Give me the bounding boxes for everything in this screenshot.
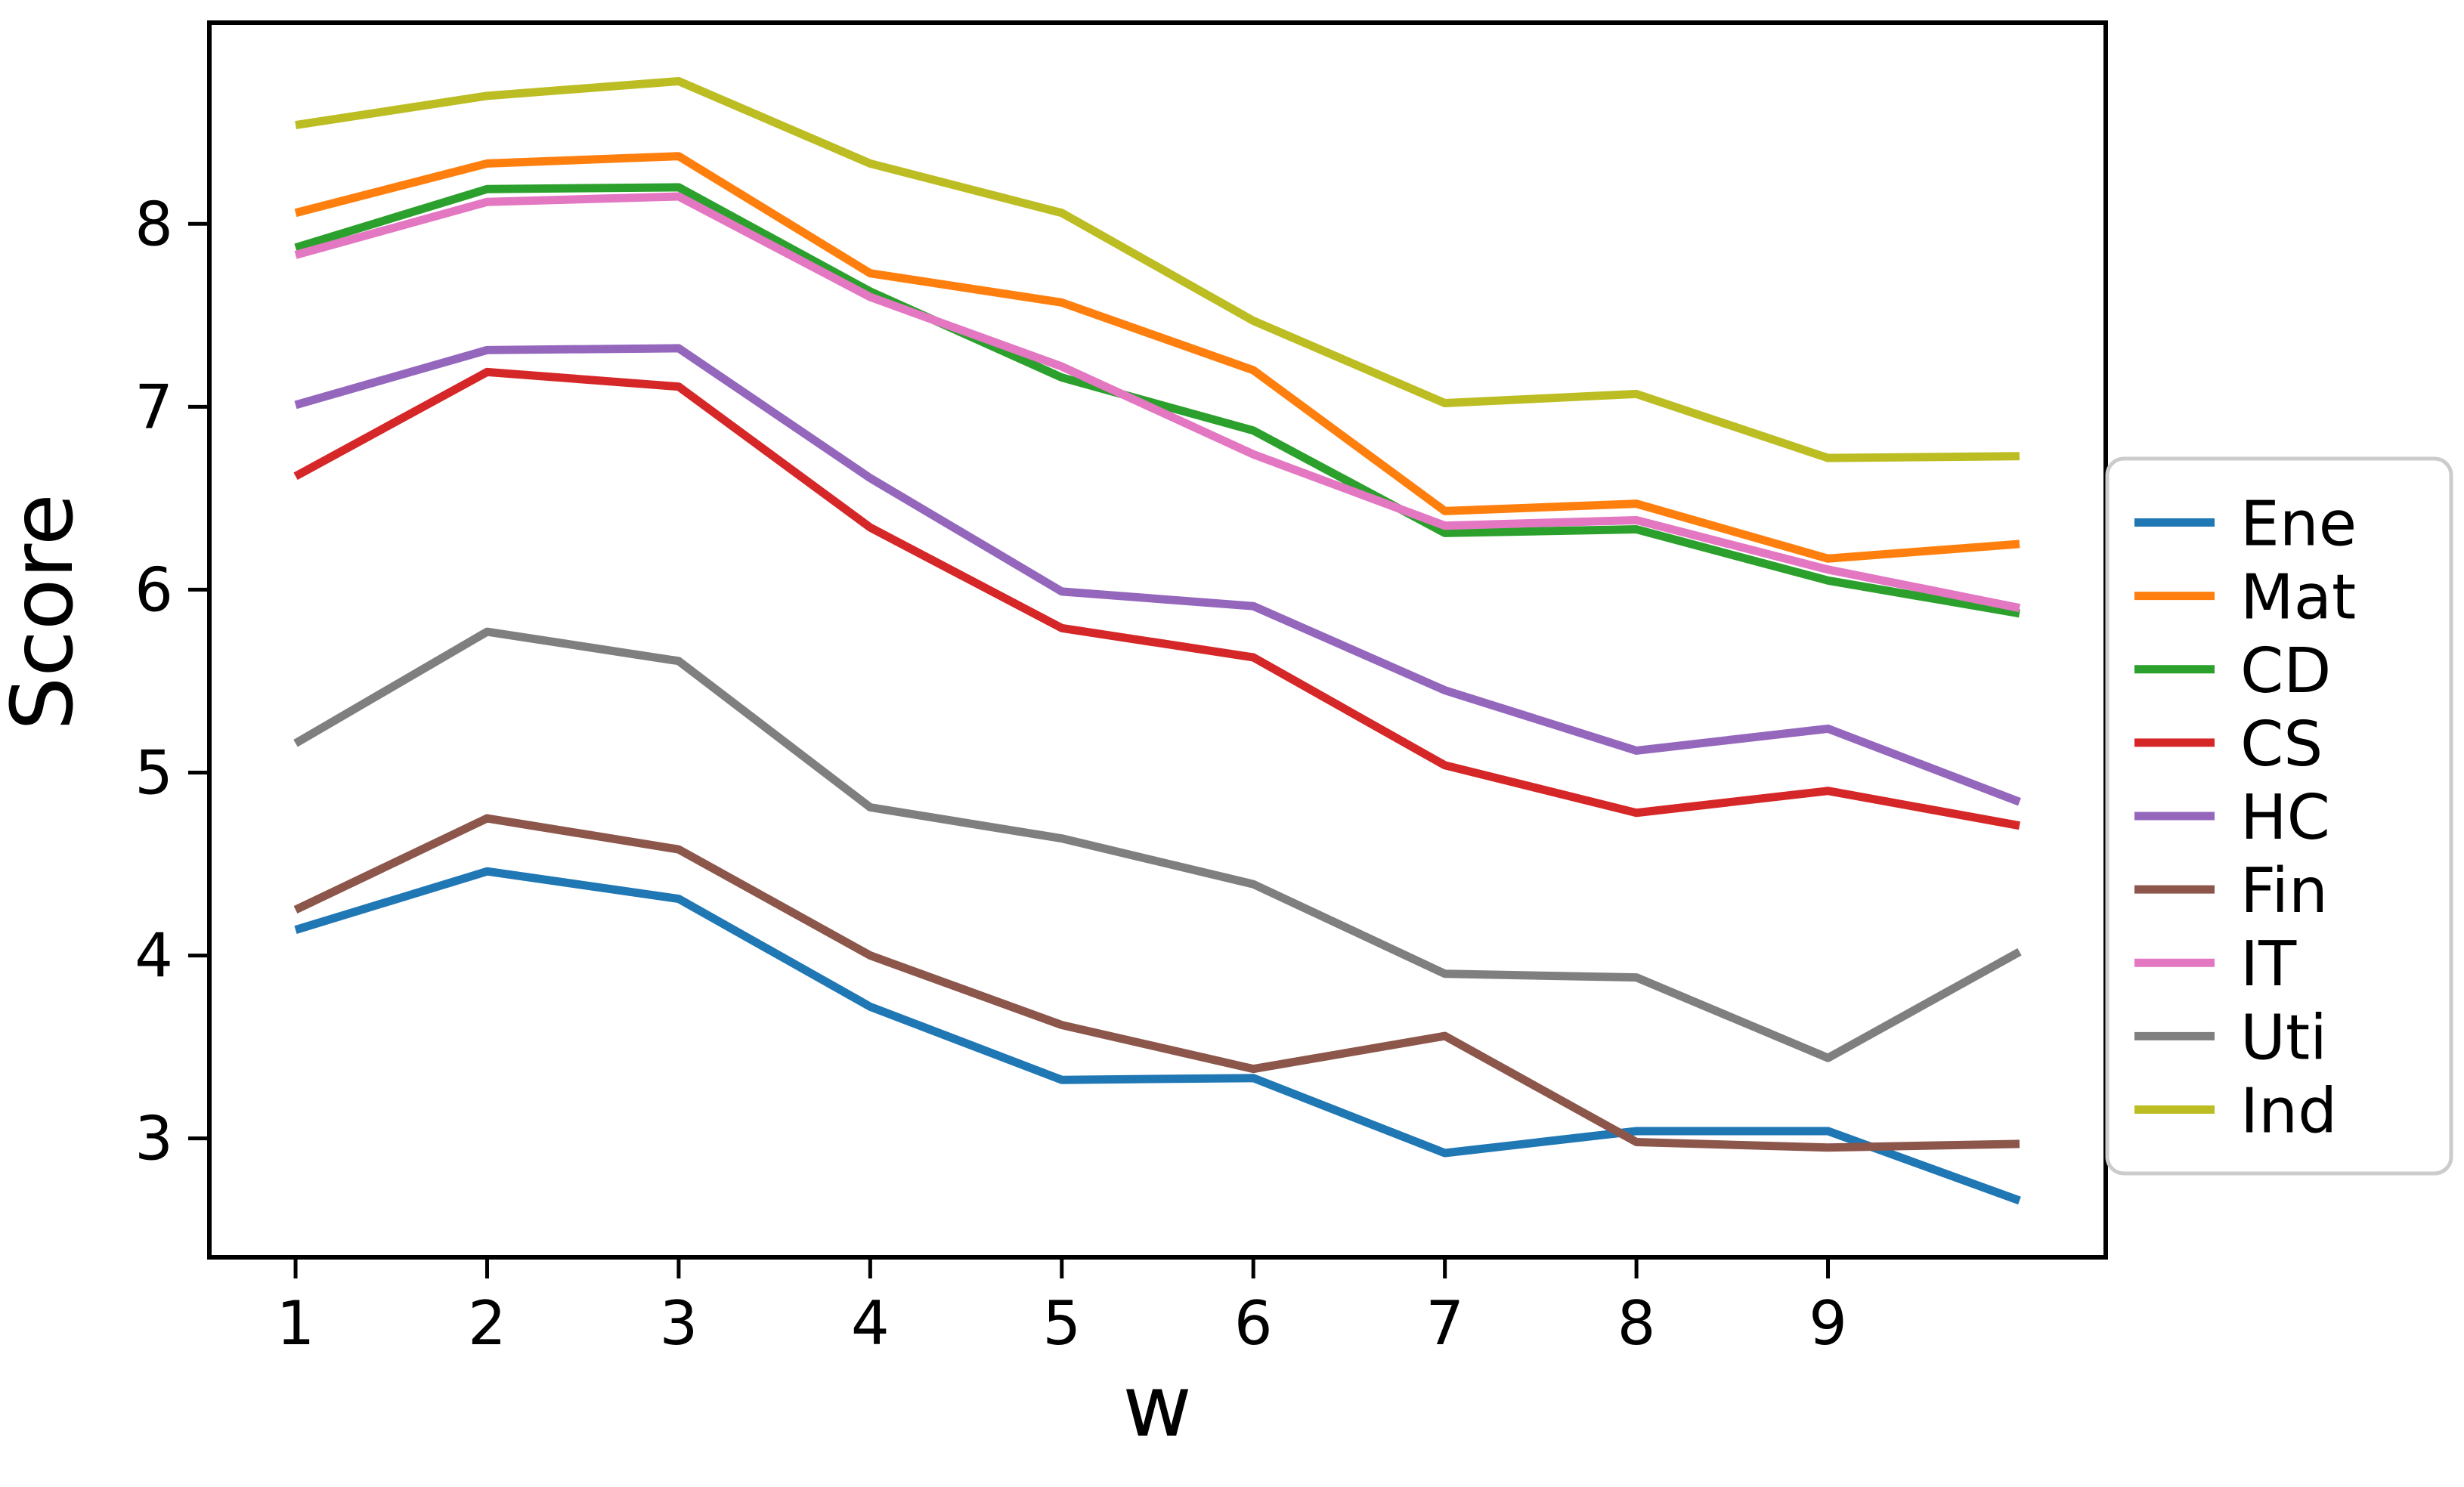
series-line-Ene [294,867,2021,1205]
legend-item-HC: HC [2134,782,2330,854]
legend-item-IT: IT [2134,929,2297,1000]
x-axis-label: w [1122,1358,1192,1456]
y-tick-label: 3 [135,1104,173,1174]
x-tick-label: 1 [277,1288,315,1359]
series-line-Ind [295,76,2020,462]
x-tick-label: 2 [468,1288,506,1359]
x-axis: 1 2 3 4 5 6 7 8 9 [277,1257,1847,1359]
legend-label: Ene [2240,489,2357,561]
series-line-IT [294,192,2021,613]
y-axis-label: Score [0,493,92,731]
legend-label: Ind [2240,1075,2337,1147]
legend-item-Uti: Uti [2134,1002,2327,1074]
legend-item-Fin: Fin [2134,855,2328,927]
series-line-Mat [294,152,2020,563]
y-axis: 3 4 5 6 7 8 [135,189,209,1174]
legend-label: CD [2240,635,2331,707]
legend-label: Uti [2240,1002,2327,1074]
series-line-Fin [293,814,2020,1152]
series-line-CS [293,367,2020,830]
legend-item-Mat: Mat [2134,562,2356,634]
y-tick-label: 7 [135,372,173,442]
legend-label: IT [2240,929,2297,1000]
x-tick-label: 9 [1809,1288,1847,1359]
x-tick-label: 3 [659,1288,698,1359]
legend-label: CS [2240,709,2323,781]
series-lines [293,76,2022,1205]
y-tick-label: 8 [135,189,173,259]
legend-item-CS: CS [2134,709,2323,781]
legend-item-Ind: Ind [2134,1075,2337,1147]
x-tick-label: 8 [1617,1288,1656,1359]
x-tick-label: 7 [1425,1288,1464,1359]
legend-item-Ene: Ene [2134,489,2357,561]
y-tick-label: 5 [135,738,173,808]
y-tick-label: 4 [135,921,173,991]
series-line-HC [294,344,2021,806]
legend-label: Mat [2240,562,2356,634]
legend-box [2105,456,2453,1176]
x-tick-label: 4 [851,1288,890,1359]
legend-label: HC [2240,782,2330,854]
legend-label: Fin [2240,855,2328,927]
y-tick-label: 6 [135,555,173,625]
legend-item-CD: CD [2134,635,2331,707]
series-line-Uti [293,627,2022,1062]
x-tick-label: 6 [1234,1288,1273,1359]
series-line-CD [294,183,2020,618]
x-tick-label: 5 [1042,1288,1081,1359]
